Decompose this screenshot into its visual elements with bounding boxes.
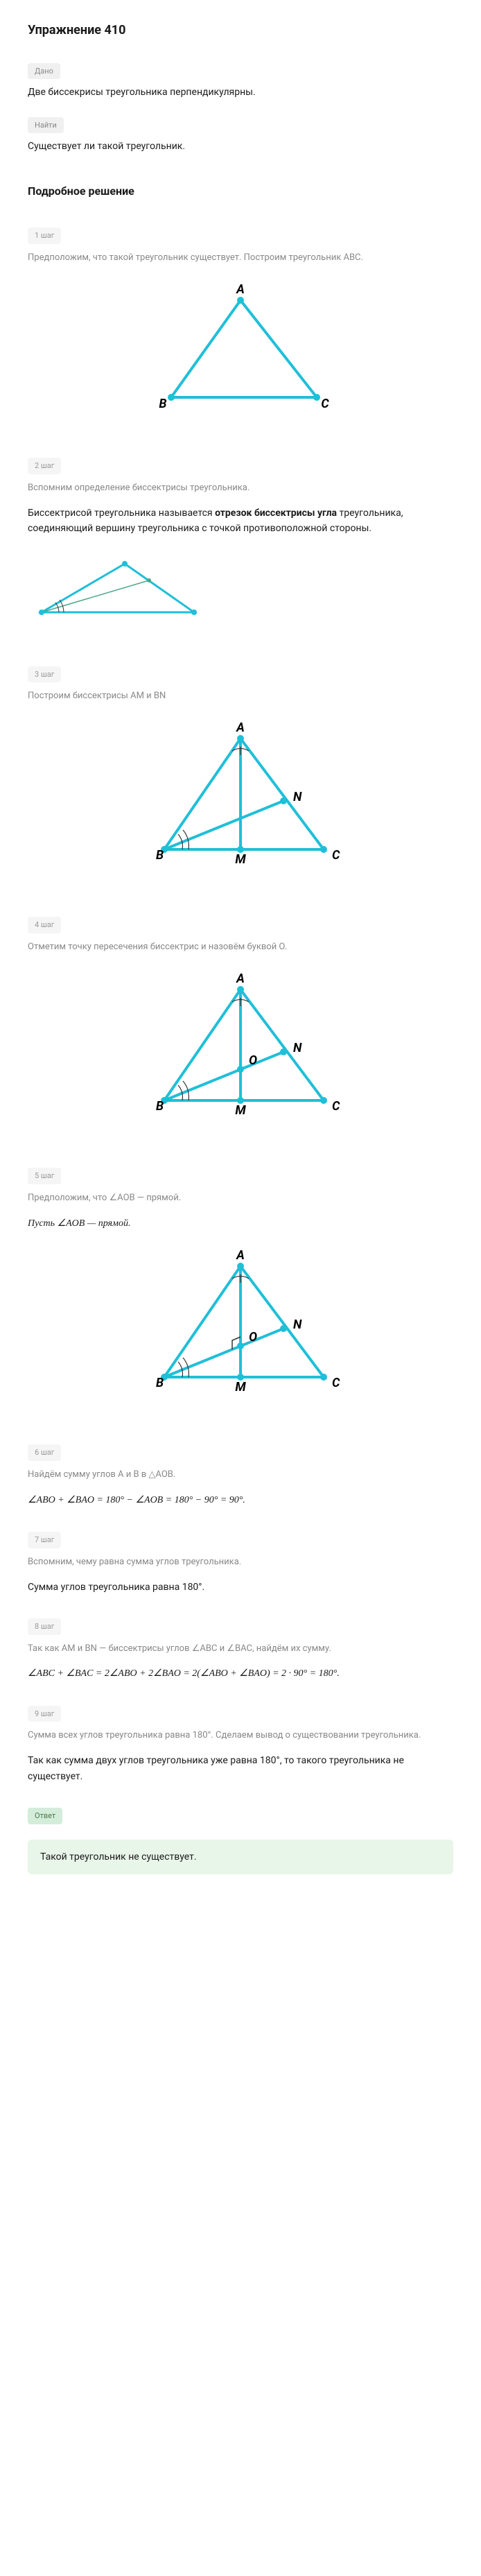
svg-text:C: C bbox=[321, 397, 329, 411]
given-badge: Дано bbox=[28, 63, 60, 80]
svg-text:B: B bbox=[156, 1376, 164, 1390]
svg-text:C: C bbox=[332, 1376, 340, 1390]
step-badge: 9 шаг bbox=[28, 1706, 61, 1722]
step-gray-text: Предположим, что ∠AOB — прямой. bbox=[28, 1191, 453, 1206]
step-math: ∠ABO + ∠BAO = 180° − ∠AOB = 180° − 90° =… bbox=[28, 1492, 453, 1508]
figure-triangle-abc: A B C bbox=[28, 279, 453, 423]
svg-text:C: C bbox=[332, 848, 340, 863]
svg-text:M: M bbox=[235, 852, 246, 867]
figure-bisector-def bbox=[28, 550, 453, 631]
step-content: Так как сумма двух углов треугольника уж… bbox=[28, 1753, 453, 1784]
step-gray-text: Вспомним определение биссектрисы треугол… bbox=[28, 481, 453, 496]
step-content: Сумма углов треугольника равна 180°. bbox=[28, 1580, 453, 1595]
figure-bisectors-am-bn: A N B M C bbox=[28, 718, 453, 882]
step-badge: 3 шаг bbox=[28, 666, 61, 683]
svg-text:B: B bbox=[159, 397, 166, 411]
step-gray-text: Предположим, что такой треугольник сущес… bbox=[28, 251, 453, 266]
step-badge: 6 шаг bbox=[28, 1444, 61, 1461]
step-badge: 5 шаг bbox=[28, 1168, 61, 1184]
exercise-title: Упражнение 410 bbox=[28, 21, 453, 41]
svg-text:N: N bbox=[293, 790, 302, 804]
step-gray-text: Вспомним, чему равна сумма углов треугол… bbox=[28, 1555, 453, 1570]
step-badge: 2 шаг bbox=[28, 458, 61, 474]
figure-point-o: A O N B M C bbox=[28, 969, 453, 1133]
svg-text:O: O bbox=[249, 1330, 257, 1345]
answer-box: Такой треугольник не существует. bbox=[28, 1840, 453, 1874]
answer-badge: Ответ bbox=[28, 1808, 62, 1824]
step-badge: 1 шаг bbox=[28, 227, 61, 244]
step-gray-text: Построим биссектрисы AM и BN bbox=[28, 689, 453, 704]
given-text: Две биссекрисы треугольника перпендикуля… bbox=[28, 85, 453, 100]
find-badge: Найти bbox=[28, 117, 64, 134]
svg-text:A: A bbox=[236, 971, 245, 986]
svg-text:M: M bbox=[235, 1380, 246, 1394]
step-gray-text: Так как AM и BN — биссектрисы углов ∠ABC… bbox=[28, 1642, 453, 1657]
step-badge: 7 шаг bbox=[28, 1532, 61, 1548]
step-content: Биссектрисой треугольника называется отр… bbox=[28, 505, 453, 537]
svg-text:A: A bbox=[236, 1248, 245, 1263]
svg-text:A: A bbox=[236, 720, 245, 735]
step-gray-text: Отметим точку пересечения биссектрис и н… bbox=[28, 940, 453, 955]
step-badge: 4 шаг bbox=[28, 917, 61, 933]
solution-title: Подробное решение bbox=[28, 182, 453, 200]
figure-right-angle-o: A O N B M C bbox=[28, 1245, 453, 1410]
svg-text:B: B bbox=[156, 848, 164, 863]
svg-text:O: O bbox=[249, 1053, 257, 1068]
svg-text:B: B bbox=[156, 1099, 164, 1114]
svg-text:N: N bbox=[293, 1041, 302, 1055]
step-gray-text: Сумма всех углов треугольника равна 180°… bbox=[28, 1729, 453, 1743]
step-content: Пусть ∠AOB — прямой. bbox=[28, 1216, 453, 1231]
step-gray-text: Найдём сумму углов A и B в △AOB. bbox=[28, 1468, 453, 1483]
svg-text:N: N bbox=[293, 1317, 302, 1332]
svg-text:C: C bbox=[332, 1099, 340, 1114]
step-math: ∠ABC + ∠BAC = 2∠ABO + 2∠BAO = 2(∠ABO + ∠… bbox=[28, 1666, 453, 1682]
find-text: Существует ли такой треугольник. bbox=[28, 139, 453, 154]
svg-text:A: A bbox=[236, 282, 245, 297]
step-badge: 8 шаг bbox=[28, 1618, 61, 1635]
svg-text:M: M bbox=[235, 1103, 246, 1118]
